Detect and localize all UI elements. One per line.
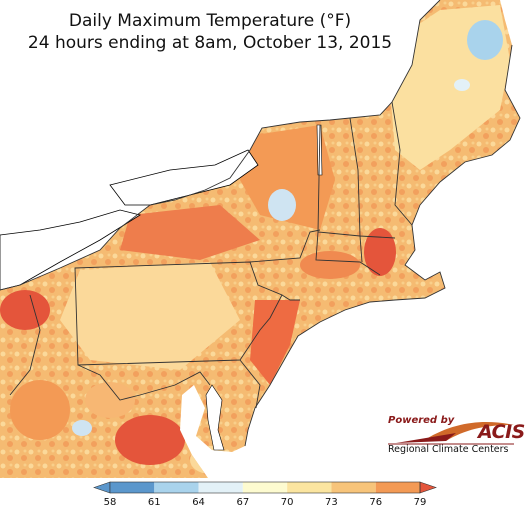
logo-rcc-text: Regional Climate Centers bbox=[388, 444, 509, 455]
acis-logo: Powered by ACIS Regional Climate Centers bbox=[386, 415, 525, 457]
acis-swoosh-icon bbox=[388, 421, 514, 445]
legend-outline bbox=[109, 481, 421, 494]
chesapeake-bay bbox=[205, 384, 225, 451]
map-frame: Daily Maximum Temperature (°F) 24 hours … bbox=[0, 0, 531, 478]
legend-tick-label: 67 bbox=[236, 497, 250, 508]
legend-tick-label: 79 bbox=[413, 497, 427, 508]
state-borders bbox=[0, 0, 521, 447]
legend-tick-label: 76 bbox=[369, 497, 383, 508]
legend-arrow-high bbox=[419, 481, 437, 494]
legend-segment bbox=[198, 482, 243, 493]
legend-segment bbox=[287, 482, 332, 493]
temperature-map bbox=[0, 0, 521, 478]
lake-ontario bbox=[109, 149, 259, 206]
legend-segment bbox=[154, 482, 199, 493]
legend-segment bbox=[375, 482, 420, 493]
legend-arrow-low bbox=[93, 481, 111, 494]
map-title: Daily Maximum Temperature (°F) bbox=[68, 11, 352, 31]
map-subtitle: 24 hours ending at 8am, October 13, 2015 bbox=[27, 33, 393, 53]
legend-segment bbox=[331, 482, 376, 493]
legend-tick-label: 58 bbox=[103, 497, 117, 508]
logo-powered-by: Powered by bbox=[388, 415, 455, 426]
legend-tick-label: 61 bbox=[147, 497, 161, 508]
legend-tick-label: 73 bbox=[325, 497, 338, 508]
color-legend bbox=[0, 478, 531, 511]
legend-segment bbox=[242, 482, 288, 493]
legend-segment bbox=[110, 482, 155, 493]
legend-tick-label: 64 bbox=[192, 497, 205, 508]
legend-tick-label: 70 bbox=[280, 497, 294, 508]
legend-colorbar bbox=[93, 481, 437, 494]
logo-acis-text: ACIS bbox=[478, 421, 525, 443]
